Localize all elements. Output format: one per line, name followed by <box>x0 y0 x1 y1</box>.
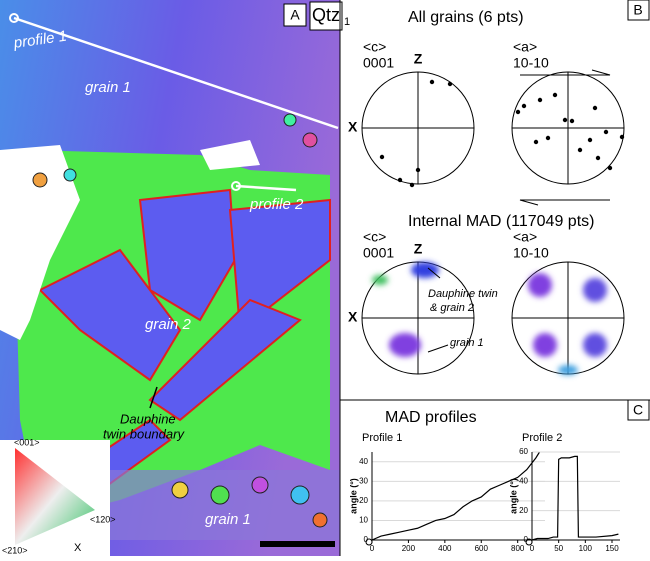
mineral: Qtz <box>312 5 340 25</box>
pf-axis: X <box>348 309 358 325</box>
page: {"panel_a":{"letter":"A","mineral":"Qtz"… <box>0 0 650 561</box>
x-tick-label: 0 <box>370 544 375 553</box>
legend-label: <120> <box>90 514 116 524</box>
pf-plane: 10-10 <box>513 55 549 71</box>
profile-line <box>532 456 618 540</box>
y-tick-label: 20 <box>359 496 368 505</box>
map-label: grain 1 <box>85 79 131 96</box>
pf-note: grain 1 <box>450 337 484 349</box>
x-tick-label: 50 <box>554 544 563 553</box>
map-label: twin boundary <box>103 426 185 441</box>
map-label: grain 1 <box>205 511 251 528</box>
legend-label: X <box>74 542 82 554</box>
panel-title: MAD profiles <box>385 409 477 426</box>
pf-plane: 0001 <box>363 55 394 71</box>
x-tick-label: 150 <box>605 544 619 553</box>
y-axis-label: angle (°) <box>348 478 358 514</box>
figure: profile 1 grain 1 profile 2 grain 2 Daup… <box>0 0 650 556</box>
y-tick-label: 40 <box>519 476 528 485</box>
legend-label: <001> <box>14 437 40 447</box>
x-tick-label: 200 <box>402 544 416 553</box>
y-tick-label: 20 <box>519 506 528 515</box>
x-tick-label: 600 <box>475 544 489 553</box>
y-tick-label: 40 <box>359 457 368 466</box>
map-label: profile 2 <box>249 196 304 213</box>
panel-letter: B <box>633 2 642 18</box>
map-label: grain 2 <box>145 316 192 333</box>
pf-note: Dauphine twin <box>428 288 498 300</box>
x-tick-label: 400 <box>438 544 452 553</box>
pf-axis: Z <box>414 241 423 257</box>
pole-dots <box>380 80 624 187</box>
pf-axis: Z <box>414 51 423 67</box>
x-tick-label: 100 <box>579 544 593 553</box>
note-arrow <box>428 345 448 352</box>
mineral-subscript: 1 <box>344 16 350 28</box>
pf-note: & grain 2 <box>430 302 474 314</box>
pf-plane: 10-10 <box>513 245 549 261</box>
chart-title: Profile 1 <box>362 432 402 444</box>
legend-label: <210> <box>2 545 28 555</box>
pf-direction: <a> <box>513 39 537 55</box>
panel-title: Internal MAD (117049 pts) <box>408 213 594 230</box>
y-tick-label: 30 <box>359 476 368 485</box>
x-tick-label: 800 <box>511 544 525 553</box>
x-tick-label: 0 <box>530 544 535 553</box>
pf-direction: <c> <box>363 229 386 245</box>
panel-letter: A <box>290 7 300 23</box>
map-label: Dauphine <box>120 411 176 426</box>
pf-direction: <c> <box>363 39 386 55</box>
y-tick-label: 60 <box>519 447 528 456</box>
pf-plane: 0001 <box>363 245 394 261</box>
pf-direction: <a> <box>513 229 537 245</box>
chart-title: Profile 2 <box>522 432 562 444</box>
y-tick-label: 10 <box>359 516 368 525</box>
y-axis-label: angle (°) <box>508 478 518 514</box>
panel-letter: C <box>633 402 643 418</box>
pf-axis: X <box>348 119 358 135</box>
panel-title: All grains (6 pts) <box>408 9 524 26</box>
